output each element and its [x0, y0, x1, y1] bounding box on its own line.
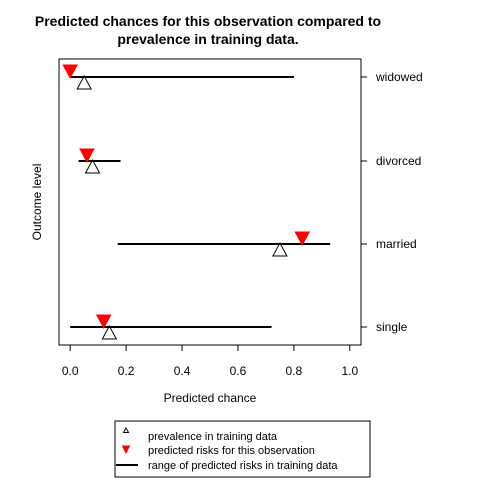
legend-label-prevalence: prevalence in training data	[148, 431, 278, 443]
chart-title-line-2: prevalence in training data.	[117, 31, 298, 47]
predicted-marker-divorced	[79, 148, 95, 164]
y-axis-right: single married divorced widowed	[360, 70, 423, 334]
predicted-marker-married	[294, 231, 311, 247]
y-tick-label-married: married	[376, 237, 417, 251]
legend-triangle-open-icon	[122, 426, 130, 433]
chart-marks	[62, 64, 331, 340]
x-tick-label: 0.8	[286, 364, 303, 378]
chart-title-line-1: Predicted chances for this observation c…	[35, 13, 381, 29]
predicted-marker-single	[95, 314, 112, 330]
legend-triangle-filled-icon	[121, 445, 131, 455]
y-axis-label: Outcome level	[30, 164, 44, 241]
y-tick-label-widowed: widowed	[375, 70, 423, 84]
plot-frame	[58, 58, 362, 346]
predicted-marker-widowed	[62, 64, 79, 80]
legend: prevalence in training data predicted ri…	[114, 420, 371, 478]
x-tick-label: 0.6	[230, 364, 247, 378]
legend-label-predicted: predicted risks for this observation	[148, 445, 315, 457]
x-tick-label: 0.0	[62, 364, 79, 378]
x-axis-label: Predicted chance	[164, 391, 257, 405]
y-tick-label-divorced: divorced	[376, 154, 421, 168]
prevalence-marker-single	[101, 324, 118, 340]
x-tick-label: 1.0	[341, 364, 358, 378]
y-tick-label-single: single	[376, 320, 408, 334]
x-tick-label: 0.2	[118, 364, 135, 378]
x-axis: 0.0 0.2 0.4 0.6 0.8 1.0	[62, 344, 358, 378]
legend-box	[114, 420, 371, 478]
prevalence-marker-widowed	[76, 74, 93, 90]
x-tick-label: 0.4	[174, 364, 191, 378]
legend-label-range: range of predicted risks in training dat…	[148, 460, 338, 472]
prevalence-marker-married	[272, 241, 288, 257]
prevalence-marker-divorced	[84, 158, 101, 174]
